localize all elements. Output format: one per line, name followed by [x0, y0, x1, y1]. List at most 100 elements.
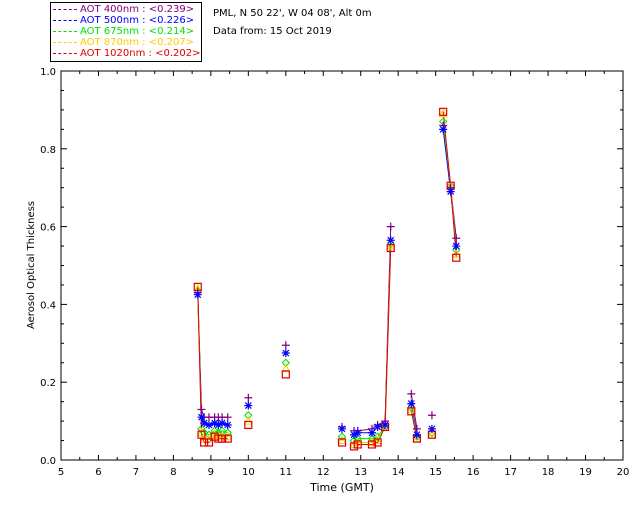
data-point	[381, 420, 390, 429]
data-point	[200, 438, 209, 447]
data-point	[452, 242, 461, 251]
x-tick-label: 5	[58, 467, 64, 478]
series-markers	[193, 107, 461, 451]
legend-label: AOT 675nm : <0.214>	[80, 26, 195, 37]
data-point	[427, 424, 436, 433]
data-point	[373, 435, 382, 445]
series-line	[197, 294, 228, 426]
x-tick-label: 18	[542, 467, 555, 478]
data-point	[223, 434, 232, 443]
data-point	[214, 420, 223, 429]
data-point	[407, 389, 416, 398]
legend-swatch	[53, 19, 77, 21]
data-point	[438, 108, 448, 118]
axis-ticks	[60, 70, 624, 461]
series-lines	[197, 111, 457, 447]
data-point	[386, 222, 395, 231]
data-point	[193, 290, 202, 299]
series-line	[197, 292, 228, 418]
series-line	[353, 247, 392, 447]
legend-item-1020: AOT 1020nm : <0.202>	[53, 48, 200, 59]
x-tick-label: 7	[133, 467, 139, 478]
legend-label: AOT 870nm : <0.207>	[80, 37, 195, 48]
legend-label: AOT 500nm : <0.226>	[80, 15, 195, 26]
data-point	[446, 187, 455, 196]
data-point	[244, 420, 253, 430]
data-point	[386, 240, 396, 250]
y-tick-labels: 0.0 0.2 0.4 0.6 0.8 1.0	[40, 67, 56, 467]
data-point	[337, 438, 347, 447]
legend: AOT 400nm : <0.239> AOT 500nm : <0.226> …	[50, 2, 202, 62]
data-point	[412, 430, 421, 439]
data-point	[427, 411, 436, 420]
data-point	[210, 426, 219, 436]
legend-item-675: AOT 675nm : <0.214>	[53, 26, 194, 37]
data-point	[210, 419, 219, 428]
y-tick-label: 1.0	[40, 67, 56, 78]
x-tick-label: 20	[617, 467, 630, 478]
series-line	[353, 240, 392, 436]
data-point	[281, 349, 290, 358]
data-point	[200, 419, 209, 428]
data-point	[452, 234, 461, 243]
x-tick-label: 10	[242, 467, 255, 478]
data-point	[223, 413, 232, 422]
x-tick-label: 12	[317, 467, 330, 478]
data-point	[281, 358, 291, 367]
data-point	[386, 236, 395, 245]
data-point	[204, 438, 214, 447]
x-tick-label: 15	[429, 467, 442, 478]
data-point	[197, 413, 206, 422]
data-point	[217, 426, 227, 436]
x-tick-label: 19	[579, 467, 592, 478]
data-point	[353, 440, 362, 449]
y-axis-label: Aerosol Optical Thickness	[26, 201, 37, 329]
data-point	[439, 125, 448, 134]
legend-label: AOT 1020nm : <0.202>	[80, 48, 201, 59]
data-point	[367, 440, 377, 449]
data-point	[218, 434, 227, 443]
data-point	[244, 401, 253, 410]
x-axis-label: Time (GMT)	[309, 481, 374, 494]
data-point	[218, 419, 227, 428]
y-tick-label: 0.8	[40, 145, 56, 156]
data-point	[204, 420, 213, 429]
x-tick-label: 9	[208, 467, 214, 478]
data-point	[197, 427, 206, 437]
data-point	[451, 248, 461, 258]
x-tick-label: 6	[95, 467, 101, 478]
series-line	[353, 226, 392, 432]
x-tick-label: 17	[504, 467, 517, 478]
x-tick-label: 11	[279, 467, 292, 478]
data-point	[337, 432, 347, 441]
y-tick-label: 0.0	[40, 456, 56, 467]
data-point	[373, 422, 382, 431]
x-tick-label: 14	[392, 467, 405, 478]
data-point	[244, 415, 253, 425]
data-point	[349, 430, 358, 439]
y-tick-label: 0.6	[40, 223, 56, 234]
legend-item-870: AOT 870nm : <0.207>	[53, 37, 194, 48]
data-point	[244, 411, 253, 420]
y-tick-label: 0.4	[40, 300, 56, 311]
data-point	[407, 399, 416, 408]
x-tick-label: 13	[354, 467, 367, 478]
data-point	[223, 420, 232, 429]
data-point	[244, 393, 253, 402]
y-tick-label: 0.2	[40, 378, 56, 389]
date-info: Data from: 15 Oct 2019	[213, 26, 332, 37]
data-point	[353, 434, 362, 443]
data-point	[338, 424, 346, 433]
data-point	[353, 428, 362, 437]
legend-item-400: AOT 400nm : <0.239>	[53, 4, 194, 15]
x-tick-label: 16	[467, 467, 480, 478]
data-point	[223, 428, 232, 437]
legend-swatch	[53, 41, 77, 43]
data-point	[386, 243, 395, 253]
x-tick-labels: 5 6 7 8 9 10 11 12 13 14 15 16 17 18 19 20	[58, 467, 630, 478]
legend-item-500: AOT 500nm : <0.226>	[53, 15, 194, 26]
legend-swatch	[53, 8, 77, 10]
legend-label: AOT 400nm : <0.239>	[80, 4, 195, 15]
data-point	[407, 404, 416, 413]
